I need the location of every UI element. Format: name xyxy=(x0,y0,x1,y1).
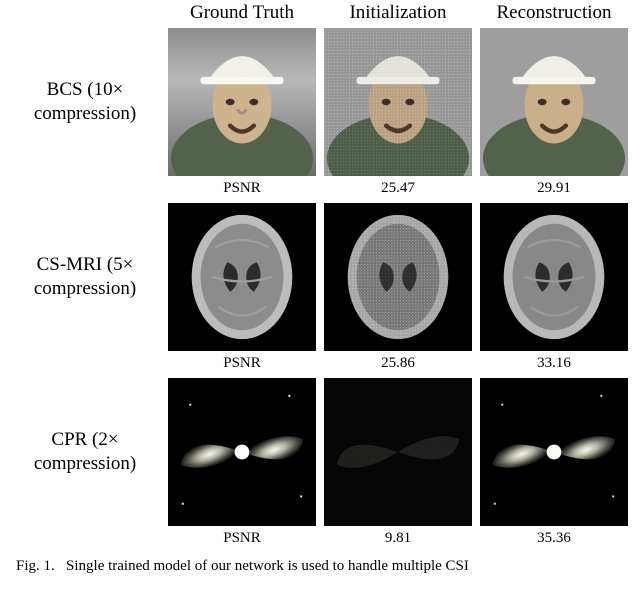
bcs-initialization xyxy=(324,28,472,176)
col-header-rec: Reconstruction xyxy=(480,2,628,28)
figure: Ground Truth Initialization Reconstructi… xyxy=(0,0,640,575)
nebula-icon xyxy=(168,378,316,526)
bcs-reconstruction xyxy=(480,28,628,176)
psnr-value: 25.86 xyxy=(324,351,472,378)
psnr-label: PSNR xyxy=(168,526,316,553)
col-header-gt: Ground Truth xyxy=(168,2,316,28)
cpr-reconstruction xyxy=(480,378,628,526)
mri-ground-truth xyxy=(168,203,316,351)
psnr-value: 25.47 xyxy=(324,176,472,203)
row-label-text: CS-MRI (5× xyxy=(37,253,134,277)
row-label-text: compression) xyxy=(34,452,136,476)
psnr-label: PSNR xyxy=(168,176,316,203)
brain-mri-icon xyxy=(324,203,472,351)
figure-grid: Ground Truth Initialization Reconstructi… xyxy=(10,2,630,553)
row-label-text: compression) xyxy=(34,102,136,126)
row-label-cpr: CPR (2× compression) xyxy=(10,378,160,526)
person-hardhat-icon xyxy=(480,28,628,176)
row-label-text: CPR (2× xyxy=(51,428,118,452)
figure-caption: Fig. 1. Single trained model of our netw… xyxy=(10,553,630,575)
psnr-value: 29.91 xyxy=(480,176,628,203)
row-label-bcs: BCS (10× compression) xyxy=(10,28,160,176)
nebula-icon xyxy=(480,378,628,526)
cpr-ground-truth xyxy=(168,378,316,526)
mri-initialization xyxy=(324,203,472,351)
psnr-value: 35.36 xyxy=(480,526,628,553)
row-label-text: BCS (10× xyxy=(47,78,124,102)
row-label-text: compression) xyxy=(34,277,136,301)
person-hardhat-icon xyxy=(324,28,472,176)
cpr-initialization xyxy=(324,378,472,526)
person-hardhat-icon xyxy=(168,28,316,176)
brain-mri-icon xyxy=(168,203,316,351)
psnr-label: PSNR xyxy=(168,351,316,378)
col-header-init: Initialization xyxy=(324,2,472,28)
psnr-value: 33.16 xyxy=(480,351,628,378)
nebula-icon xyxy=(324,378,472,526)
caption-prefix: Fig. 1. xyxy=(16,558,55,574)
psnr-value: 9.81 xyxy=(324,526,472,553)
mri-reconstruction xyxy=(480,203,628,351)
caption-text: Single trained model of our network is u… xyxy=(66,558,469,574)
bcs-ground-truth xyxy=(168,28,316,176)
row-label-csmri: CS-MRI (5× compression) xyxy=(10,203,160,351)
brain-mri-icon xyxy=(480,203,628,351)
